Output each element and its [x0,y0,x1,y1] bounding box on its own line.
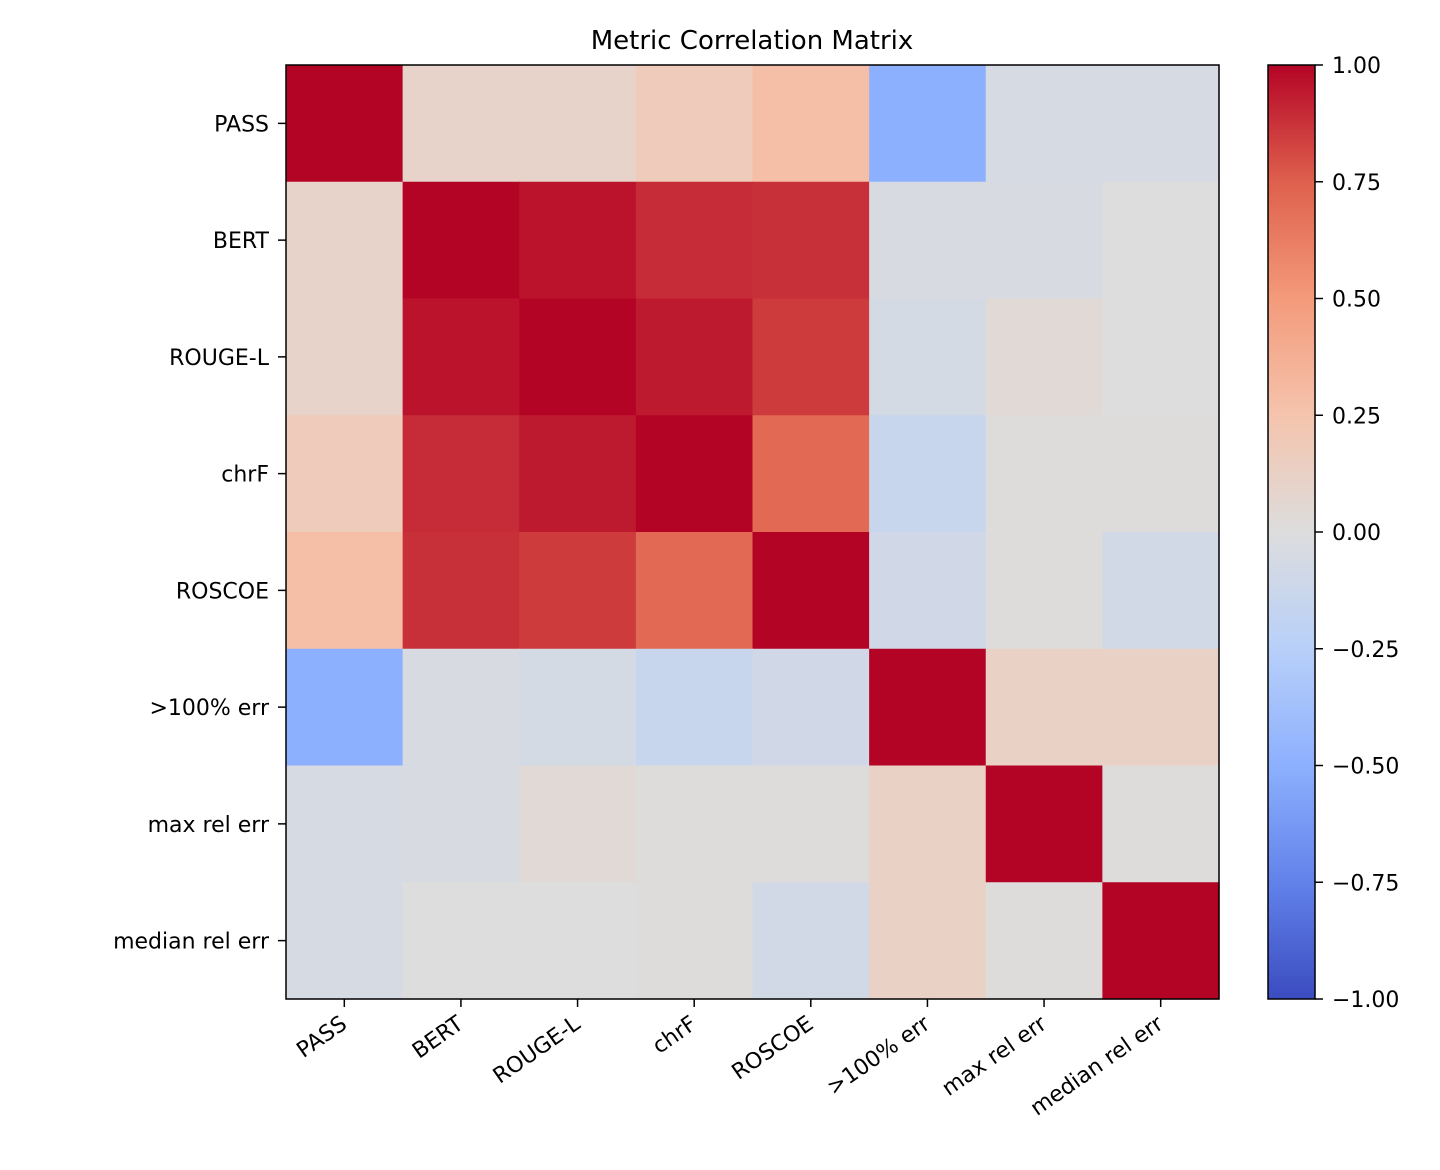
heatmap-cell [752,765,870,883]
y-tick-label: chrF [221,463,269,488]
heatmap-cell [635,415,754,533]
plot-frame [285,64,1220,1000]
heatmap-cell [402,415,520,533]
heatmap-cell [635,65,754,183]
heatmap-cell [1102,648,1220,767]
heatmap-cell [985,65,1103,183]
heatmap-cell [635,648,754,767]
heatmap-cell [985,298,1103,416]
heatmap-cell [402,765,520,883]
y-tick-label: median rel err [113,930,270,955]
heatmap-cell [1102,65,1220,183]
heatmap-cell [985,882,1103,1000]
heatmap-cell [752,648,870,767]
heatmap-cell [402,65,520,183]
heatmap-cell [635,298,754,416]
colorbar-tick-label: 0.50 [1332,288,1381,313]
chart-title: Metric Correlation Matrix [591,26,914,56]
heatmap-cell [752,532,870,650]
heatmap-cell [635,181,754,300]
heatmap-cell [519,765,637,883]
heatmap-cell [752,181,870,300]
heatmap-cell [286,648,404,767]
heatmap-cell [519,882,637,1000]
heatmap-cell [985,532,1103,650]
heatmap-cell [869,181,987,300]
heatmap-cell [402,298,520,416]
y-tick-label: ROSCOE [176,579,269,604]
heatmap-cell [519,181,637,300]
heatmap-cell [519,65,637,183]
heatmap-cell [1102,181,1220,300]
heatmap-cell [752,882,870,1000]
colorbar-tick-label: 0.25 [1332,404,1381,429]
heatmap-cell [869,765,987,883]
y-axis-ticks: PASS BERT ROUGE-L chrF ROSCOE >100% err max re… [113,112,286,955]
heatmap-cell [1102,298,1220,416]
heatmap-cell [752,298,870,416]
heatmap-cell [869,532,987,650]
y-tick-label: >100% err [149,696,270,721]
heatmap-cell [752,65,870,183]
heatmap-cell [286,415,404,533]
heatmap-cell [635,532,754,650]
heatmap-cell [286,765,404,883]
heatmap-cell [985,765,1103,883]
heatmap-cell [985,648,1103,767]
heatmap-cell [519,298,637,416]
heatmap-cell [286,298,404,416]
heatmap-cell [402,532,520,650]
heatmap-cell [286,181,404,300]
heatmap-cell [286,882,404,1000]
heatmap-cell [635,765,754,883]
colorbar-tick-label: 0.75 [1332,171,1381,196]
heatmap-cell [1102,532,1220,650]
heatmap-cell [1102,882,1220,1000]
heatmap-cells [286,65,1220,1000]
heatmap-cell [519,532,637,650]
heatmap-cell [869,415,987,533]
heatmap-cell [1102,415,1220,533]
heatmap-cell [752,415,870,533]
heatmap-cell [869,648,987,767]
heatmap-cell [286,532,404,650]
heatmap-cell [1102,765,1220,883]
y-tick-label: PASS [214,112,269,137]
colorbar-ticks: 1.00 0.75 0.50 0.25 0.00 −0.25 −0.50 −0.75 −1.00 [1315,54,1399,1013]
heatmap-cell [519,415,637,533]
colorbar-tick-label: −1.00 [1332,988,1399,1013]
heatmap-cell [402,648,520,767]
heatmap-cell [869,298,987,416]
heatmap-cell [519,648,637,767]
heatmap-cell [402,882,520,1000]
heatmap-cell [402,181,520,300]
heatmap-cell [286,65,404,183]
colorbar [1268,65,1315,999]
heatmap-cell [985,181,1103,300]
colorbar-tick-label: −0.75 [1332,871,1399,896]
heatmap-cell [869,882,987,1000]
colorbar-tick-label: −0.25 [1332,638,1399,663]
colorbar-tick-label: −0.50 [1332,755,1399,780]
heatmap-cell [869,65,987,183]
colorbar-tick-label: 0.00 [1332,521,1381,546]
y-tick-label: max rel err [148,813,270,838]
heatmap-cell [985,415,1103,533]
heatmap-cell [635,882,754,1000]
colorbar-tick-label: 1.00 [1332,54,1381,79]
y-tick-label: ROUGE-L [169,346,270,371]
y-tick-label: BERT [213,229,270,254]
